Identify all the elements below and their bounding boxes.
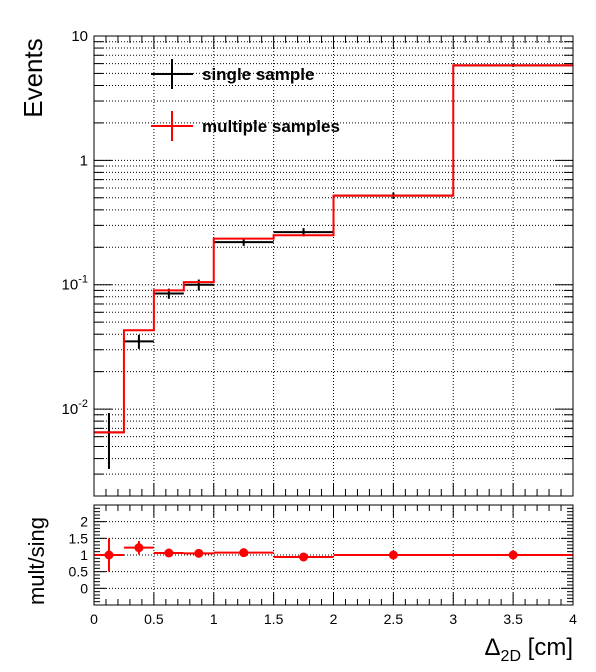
ratio-ytick-label: 0.5 <box>69 564 89 580</box>
ratio-plot-frame <box>93 504 574 606</box>
main-grid <box>94 36 573 496</box>
main-plot-frame <box>93 35 574 497</box>
main-ytick-label: 10-1 <box>62 274 88 294</box>
ratio-point <box>194 548 204 558</box>
x-tick-label: 1 <box>210 611 218 627</box>
x-tick-label: 0.5 <box>144 611 164 627</box>
main-ylabel: Events <box>18 38 48 118</box>
ratio-ytick-labels: 00.511.52 <box>69 514 89 597</box>
ratio-point <box>299 552 309 562</box>
ratio-ytick-label: 0 <box>80 580 88 596</box>
ratio-ylabel: mult/sing <box>24 517 49 605</box>
legend-label: multiple samples <box>202 117 340 136</box>
main-ytick-label-base: 1 <box>80 152 88 169</box>
x-axis-label-subscript: 2D <box>501 648 521 665</box>
x-tick-label: 4 <box>569 611 577 627</box>
main-ytick-label-exponent: -1 <box>78 274 88 286</box>
main-ytick-label-base: 10 <box>62 401 79 418</box>
ratio-ytick-label: 1.5 <box>69 530 89 546</box>
x-tick-label: 2.5 <box>384 611 404 627</box>
ratio-point <box>134 543 144 553</box>
main-ytick-label-base: 10 <box>71 28 88 45</box>
main-ytick-label-base: 10 <box>62 277 79 294</box>
ratio-series <box>94 538 573 572</box>
legend: single sample multiple samples <box>151 59 340 141</box>
ratio-ytick-label: 1 <box>80 547 88 563</box>
main-ytick-label-exponent: -2 <box>78 398 88 410</box>
x-tick-label: 2 <box>330 611 338 627</box>
ratio-ticks <box>93 504 574 606</box>
multiple-samples-histogram <box>94 64 573 434</box>
x-axis-label-symbol: Δ <box>485 634 501 661</box>
x-axis-label-unit: [cm] <box>521 634 573 661</box>
x-tick-label: 3.5 <box>503 611 523 627</box>
ratio-point <box>508 550 518 560</box>
ratio-xtick-labels: 0 0.5 1 1.5 2 2.5 3 3.5 4 <box>90 611 577 627</box>
x-axis-label: Δ2D [cm] <box>485 634 573 665</box>
ratio-point <box>388 550 398 560</box>
ratio-point <box>164 548 174 558</box>
ratio-ytick-label: 2 <box>80 514 88 530</box>
x-tick-label: 1.5 <box>264 611 284 627</box>
main-ytick-label: 10 <box>71 28 88 45</box>
main-ytick-label: 1 <box>80 152 88 169</box>
x-tick-label: 0 <box>90 611 98 627</box>
ratio-point <box>239 548 249 558</box>
ratio-point <box>104 550 114 560</box>
main-ytick-label: 10-2 <box>62 398 88 418</box>
main-series <box>94 64 573 469</box>
legend-label: single sample <box>202 65 314 84</box>
x-tick-label: 3 <box>449 611 457 627</box>
